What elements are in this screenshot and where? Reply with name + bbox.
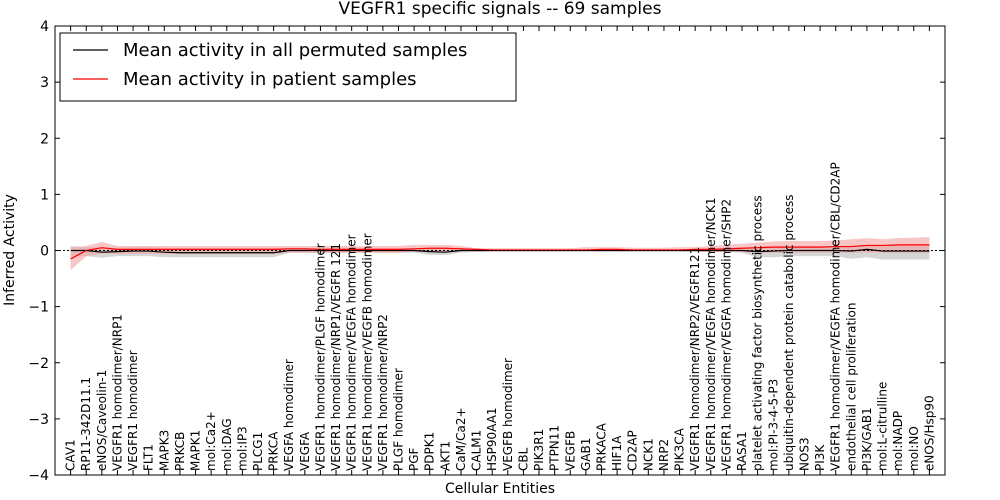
x-tick-label: PRKACA xyxy=(594,422,608,471)
line-series-2 xyxy=(70,244,930,260)
y-tick-label: −2 xyxy=(28,356,49,372)
x-tick-label: PGF xyxy=(407,447,421,471)
x-tick-label: NRP2 xyxy=(657,439,671,471)
x-tick-label: VEGFB homodimer xyxy=(501,358,515,471)
x-tick-label: eNOS/Hsp90 xyxy=(922,395,936,471)
legend: Mean activity in all permuted samples Me… xyxy=(59,32,517,102)
y-tick-label: 3 xyxy=(40,75,49,91)
x-tick-label: CaM/Ca2+ xyxy=(454,407,468,471)
x-tick-label: PLGF homodimer xyxy=(392,368,406,471)
x-tick-label: VEGFR1 homodimer/VEGFA homodimer/CBL/CD2… xyxy=(829,162,843,471)
x-tick-label: VEGFR1 homodimer/VEGFB homodimer xyxy=(360,233,374,471)
x-tick-label: VEGFA homodimer xyxy=(282,359,296,471)
x-tick-label: VEGFB xyxy=(563,431,577,471)
x-tick-label: mol:DAG xyxy=(220,418,234,471)
x-tick-label: PRKCA xyxy=(267,431,281,471)
x-tick-label: NOS3 xyxy=(797,437,811,471)
x-tick-label: mol:Ca2+ xyxy=(204,411,218,471)
y-tick-label: 2 xyxy=(40,131,49,147)
x-tick-label: GAB1 xyxy=(579,438,593,471)
chart-title: VEGFR1 specific signals -- 69 samples xyxy=(339,0,662,19)
x-tick-label: PTPN11 xyxy=(548,425,562,471)
x-tick-label: mol:NO xyxy=(907,426,921,471)
x-tick-label: PDPK1 xyxy=(423,432,437,471)
x-tick-label: mol:IP3 xyxy=(235,426,249,471)
x-axis-label: Cellular Entities xyxy=(445,481,555,497)
legend-label-patient: Mean activity in patient samples xyxy=(123,69,417,90)
x-tick-label: PI3K xyxy=(813,444,827,471)
x-tick-label: endothelial cell proliferation xyxy=(844,303,858,471)
x-tick-label: VEGFR1 homodimer/PLGF homodimer xyxy=(313,243,327,471)
y-tick-label: −3 xyxy=(28,412,49,428)
x-tick-label: PIK3R1 xyxy=(532,429,546,471)
x-tick-label: MAPK3 xyxy=(157,430,171,471)
x-axis: CAV1 RP11-342D11.1 eNOS/Caveolin-1 VEGFR1 h… xyxy=(64,26,936,475)
x-tick-label: VEGFR1 homodimer/NRP1/VEGFR 121 xyxy=(329,243,343,471)
x-tick-label: PRKCB xyxy=(173,432,187,471)
x-tick-label: ubiquitin-dependent protein catabolic pr… xyxy=(782,195,796,471)
x-tick-label: FLT1 xyxy=(142,444,156,471)
x-tick-label: MAPK1 xyxy=(189,430,203,471)
y-tick-label: 0 xyxy=(40,244,49,260)
band-series-2 xyxy=(70,237,930,271)
x-tick-label: VEGFR1 homodimer/NRP1 xyxy=(110,314,124,471)
y-tick-label: 1 xyxy=(40,187,49,203)
x-tick-label: VEGFR1 homodimer/VEGFA homodimer/SHP2 xyxy=(719,199,733,471)
x-tick-label: NCK1 xyxy=(641,438,655,471)
x-tick-label: platelet activating factor biosynthetic … xyxy=(751,195,765,471)
x-tick-label: mol:PI-3-4-5-P3 xyxy=(766,379,780,471)
x-tick-label: VEGFR1 homodimer/VEGFA homodimer xyxy=(345,234,359,471)
x-tick-label: CBL xyxy=(516,447,530,471)
x-tick-label: CALM1 xyxy=(470,430,484,471)
y-axis: −4 −3 −2 −1 0 1 2 3 4 xyxy=(28,19,945,484)
x-tick-label: PLCG1 xyxy=(251,432,265,471)
x-tick-label: CD2AP xyxy=(626,430,640,471)
x-tick-label: CAV1 xyxy=(64,439,78,471)
x-tick-label: AKT1 xyxy=(438,441,452,471)
x-tick-label: HSP90AA1 xyxy=(485,407,499,471)
x-tick-label: PIK3CA xyxy=(673,427,687,471)
x-tick-label: RASA1 xyxy=(735,431,749,471)
x-tick-label: VEGFR1 homodimer xyxy=(126,350,140,471)
legend-box xyxy=(59,32,517,102)
x-tick-label: PI3K/GAB1 xyxy=(860,407,874,471)
y-tick-label: 4 xyxy=(40,19,49,35)
x-tick-label: HIF1A xyxy=(610,435,624,471)
y-tick-label: −4 xyxy=(28,468,49,484)
x-tick-label: VEGFR1 homodimer/NRP2/VEGFR121 xyxy=(688,247,702,471)
x-tick-label: VEGFA xyxy=(298,431,312,471)
x-tick-label: VEGFR1 homodimer/NRP2 xyxy=(376,314,390,471)
x-tick-label: mol:NADP xyxy=(891,411,905,471)
y-tick-label: −1 xyxy=(28,300,49,316)
legend-label-permuted: Mean activity in all permuted samples xyxy=(123,40,467,61)
x-tick-label: VEGFR1 homodimer/VEGFA homodimer/NCK1 xyxy=(704,197,718,471)
y-axis-label: Inferred Activity xyxy=(2,194,18,306)
x-tick-label: eNOS/Caveolin-1 xyxy=(95,370,109,471)
x-tick-label: mol:L-citrulline xyxy=(876,382,890,471)
x-tick-label: RP11-342D11.1 xyxy=(79,377,93,471)
